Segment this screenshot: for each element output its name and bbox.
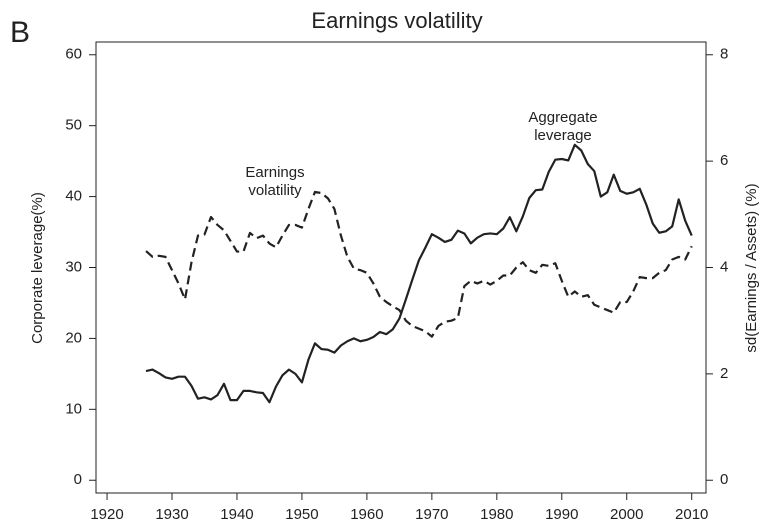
x-tick-label: 1980 bbox=[480, 506, 513, 523]
x-tick-label: 1970 bbox=[415, 506, 448, 523]
y2-axis-label: sd(Earnings / Assets) (%) bbox=[743, 183, 760, 352]
y-tick-label: 60 bbox=[65, 46, 82, 63]
y-tick-label: 0 bbox=[74, 471, 82, 488]
y-tick-label: 20 bbox=[65, 329, 82, 346]
x-tick-label: 2000 bbox=[610, 506, 643, 523]
annotation: Aggregate bbox=[528, 109, 597, 126]
y-tick-label: 40 bbox=[65, 188, 82, 205]
panel-label: B bbox=[10, 16, 30, 49]
y2-tick-label: 4 bbox=[720, 258, 728, 275]
y2-tick-label: 0 bbox=[720, 471, 728, 488]
x-tick-label: 1930 bbox=[155, 506, 188, 523]
x-tick-label: 1920 bbox=[90, 506, 123, 523]
y2-tick-label: 8 bbox=[720, 46, 728, 63]
annotation: volatility bbox=[248, 182, 302, 199]
y-tick-label: 30 bbox=[65, 258, 82, 275]
y-axis-label: Corporate leverage(%) bbox=[29, 192, 46, 344]
y-tick-label: 10 bbox=[65, 400, 82, 417]
x-tick-label: 2010 bbox=[675, 506, 708, 523]
line-series bbox=[145, 143, 693, 404]
x-tick-label: 1940 bbox=[220, 506, 253, 523]
y2-tick-label: 6 bbox=[720, 152, 728, 169]
line-series bbox=[145, 190, 693, 338]
x-tick-label: 1950 bbox=[285, 506, 318, 523]
y2-tick-label: 2 bbox=[720, 365, 728, 382]
y-tick-label: 50 bbox=[65, 117, 82, 134]
annotation: leverage bbox=[534, 127, 592, 144]
x-tick-label: 1960 bbox=[350, 506, 383, 523]
plot-frame bbox=[95, 41, 707, 494]
x-tick-label: 1990 bbox=[545, 506, 578, 523]
annotation: Earnings bbox=[245, 164, 304, 181]
chart-title: Earnings volatility bbox=[311, 8, 482, 33]
